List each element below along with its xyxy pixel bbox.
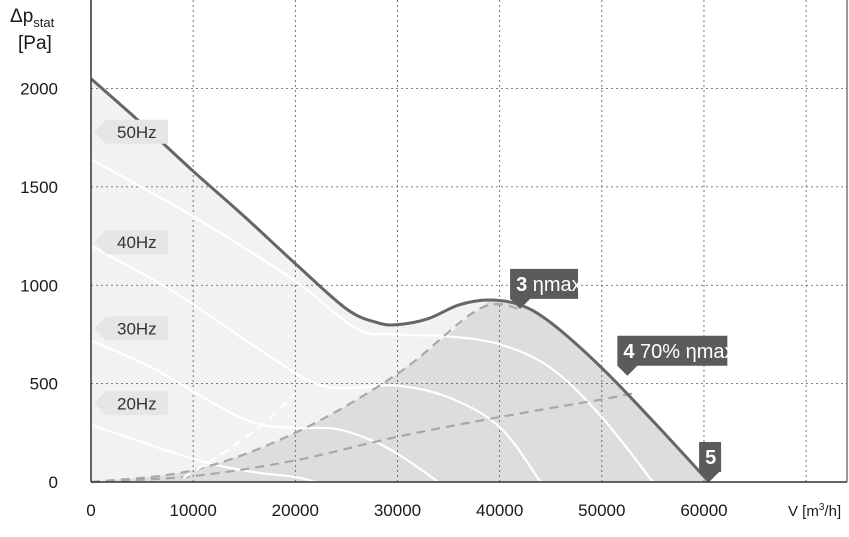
speed-line-40hz (90, 244, 542, 483)
system-curve-inner (182, 392, 297, 480)
x-tick-label: 40000 (476, 501, 523, 520)
speed-label-text: 30Hz (117, 320, 157, 339)
operating-point-text: 5 (705, 447, 716, 469)
operating-point-3: 3 ηmax (510, 268, 582, 309)
speed-label-bg (94, 229, 168, 254)
operating-point-text: 4 70% ηmax (623, 341, 734, 363)
system-curves (90, 303, 633, 484)
system-curve-4 (90, 392, 633, 484)
operating-point-4: 4 70% ηmax (617, 335, 735, 376)
x-tick-label: 0 (86, 501, 95, 520)
speed-label-50hz: 50Hz (94, 119, 168, 144)
y-tick-labels: 0 500 1000 1500 2000 (20, 80, 58, 492)
x-tick-label: 60000 (680, 501, 727, 520)
max-speed-curve (90, 77, 711, 484)
x-tick-label: 50000 (578, 501, 625, 520)
grid (91, 0, 847, 482)
y-tick-label: 500 (30, 375, 58, 394)
speed-label-20hz: 20Hz (94, 391, 168, 416)
y-axis-label: Δpstat (10, 6, 55, 30)
x-axis-label: V [m3/h] (788, 502, 841, 520)
x-tick-label: 30000 (374, 501, 421, 520)
speed-label-text: 50Hz (117, 123, 157, 142)
speed-labels: 50Hz 40Hz 30Hz 20Hz (94, 119, 168, 416)
x-tick-labels: 0 10000 20000 30000 40000 50000 60000 (86, 501, 727, 520)
speed-line-50hz (90, 158, 654, 483)
speed-label-40hz: 40Hz (94, 229, 168, 254)
speed-label-text: 40Hz (117, 233, 157, 252)
operating-point-text: 3 ηmax (516, 274, 582, 296)
y-axis-unit: [Pa] (18, 33, 52, 54)
operating-point-bg (510, 268, 579, 309)
speed-label-bg (94, 391, 168, 416)
y-tick-label: 1500 (20, 178, 58, 197)
operating-point-5: 5 (699, 442, 722, 482)
speed-label-text: 20Hz (117, 394, 157, 413)
x-tick-label: 10000 (170, 501, 217, 520)
operating-region-dark (91, 300, 710, 482)
operating-point-bg (699, 442, 722, 482)
x-tick-label: 20000 (272, 501, 319, 520)
speed-label-bg (94, 119, 168, 144)
operating-point-bg (617, 335, 728, 376)
speed-line-30hz (90, 339, 440, 483)
y-tick-label: 0 (49, 473, 58, 492)
y-tick-label: 2000 (20, 80, 58, 99)
speed-label-30hz: 30Hz (94, 316, 168, 341)
y-tick-label: 1000 (20, 276, 58, 295)
speed-label-bg (94, 316, 168, 341)
operating-point-labels: 3 ηmax 4 70% ηmax 5 (510, 268, 735, 482)
